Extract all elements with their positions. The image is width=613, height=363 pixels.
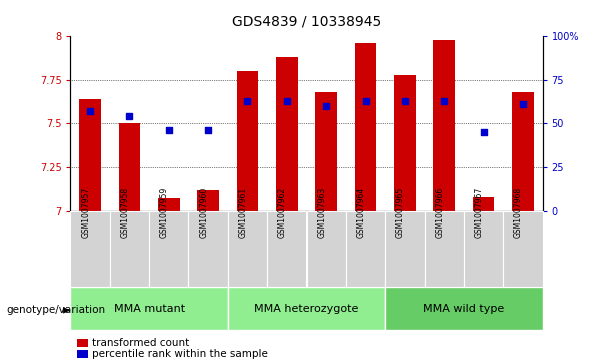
Text: MMA heterozygote: MMA heterozygote — [254, 303, 359, 314]
Bar — [228, 211, 267, 287]
Text: GSM1007960: GSM1007960 — [199, 187, 208, 238]
Bar — [464, 211, 503, 287]
Bar — [503, 211, 543, 287]
Bar — [119, 123, 140, 211]
Point — [204, 127, 213, 133]
Point — [243, 98, 253, 104]
Text: genotype/variation: genotype/variation — [6, 305, 105, 315]
Point — [124, 114, 134, 119]
Bar — [346, 211, 385, 287]
Bar — [158, 198, 180, 211]
Text: MMA mutant: MMA mutant — [113, 303, 185, 314]
Text: MMA wild type: MMA wild type — [423, 303, 504, 314]
Point — [164, 127, 173, 133]
Bar — [512, 92, 534, 211]
Point — [85, 108, 95, 114]
Polygon shape — [63, 307, 70, 314]
Text: GSM1007967: GSM1007967 — [474, 187, 484, 238]
Point — [321, 103, 331, 109]
Bar — [276, 57, 298, 211]
Text: GSM1007963: GSM1007963 — [317, 187, 326, 238]
Bar — [189, 211, 228, 287]
Bar — [110, 211, 149, 287]
Text: GDS4839 / 10338945: GDS4839 / 10338945 — [232, 15, 381, 29]
Bar — [355, 43, 376, 211]
Text: GSM1007958: GSM1007958 — [121, 187, 129, 238]
Text: GSM1007961: GSM1007961 — [238, 187, 248, 238]
Bar — [394, 75, 416, 211]
Bar — [306, 211, 346, 287]
Bar — [70, 211, 110, 287]
Point — [518, 101, 528, 107]
Text: GSM1007962: GSM1007962 — [278, 187, 287, 238]
Bar — [79, 99, 101, 211]
Bar — [385, 287, 543, 330]
Text: GSM1007965: GSM1007965 — [396, 187, 405, 238]
Bar — [433, 40, 455, 211]
Bar — [473, 197, 494, 211]
Bar — [197, 189, 219, 211]
Point — [360, 98, 370, 104]
Bar — [70, 287, 228, 330]
Bar — [385, 211, 424, 287]
Text: GSM1007966: GSM1007966 — [435, 187, 444, 238]
Point — [282, 98, 292, 104]
Bar — [237, 71, 258, 211]
Text: GSM1007957: GSM1007957 — [81, 187, 90, 238]
Text: percentile rank within the sample: percentile rank within the sample — [92, 348, 268, 359]
Bar — [424, 211, 464, 287]
Text: transformed count: transformed count — [92, 338, 189, 348]
Bar — [267, 211, 306, 287]
Text: GSM1007964: GSM1007964 — [357, 187, 365, 238]
Text: GSM1007959: GSM1007959 — [160, 187, 169, 238]
Point — [440, 98, 449, 104]
Bar — [149, 211, 189, 287]
Bar — [228, 287, 385, 330]
Text: GSM1007968: GSM1007968 — [514, 187, 523, 238]
Point — [400, 98, 409, 104]
Point — [479, 129, 489, 135]
Bar — [315, 92, 337, 211]
